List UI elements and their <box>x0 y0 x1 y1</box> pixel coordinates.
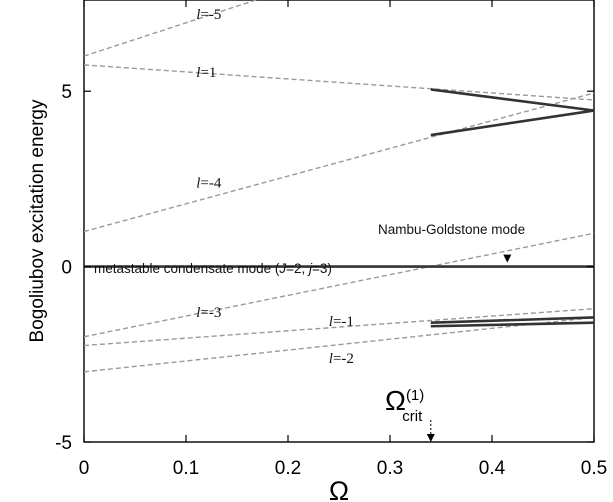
dashed-branch-2 <box>84 92 594 233</box>
branch-label: l=-4 <box>196 175 222 191</box>
y-tick-label: 5 <box>61 82 72 103</box>
dashed-branch-3 <box>84 232 594 338</box>
x-tick-label: 0.3 <box>377 458 403 479</box>
branch-labels: l=-5 l=1 l=-4 l=-3 l=-1 l=-2 <box>196 7 354 367</box>
branch-label: l=-2 <box>329 351 354 367</box>
axis-ticks: 0 0.1 0.2 0.3 0.4 0.5 -5 0 5 <box>55 0 607 479</box>
dashed-branch-0 <box>84 0 259 57</box>
solid-branch-3 <box>430 316 594 325</box>
solid-branch-2 <box>430 109 594 137</box>
x-tick-label: 0.5 <box>581 458 607 479</box>
metastable-mode-label: metastable condensate mode (J=2, j=3) <box>94 261 332 276</box>
solid-branches <box>84 88 594 328</box>
plot-frame <box>83 0 595 443</box>
dashed-branch-5 <box>84 316 594 373</box>
y-tick-label: 0 <box>61 258 72 279</box>
nambu-goldstone-label: Nambu-Goldstone mode <box>378 222 525 237</box>
solid-branch-4 <box>430 321 594 328</box>
dashed-branches <box>84 0 594 373</box>
x-tick-label: 0.1 <box>173 458 199 479</box>
dashed-branch-4 <box>84 308 594 347</box>
dashed-branch-1 <box>84 64 594 101</box>
y-axis-label: Bogoliubov excitation energy <box>27 99 48 342</box>
solid-branch-1 <box>430 88 594 112</box>
branch-label: l=-3 <box>196 305 221 321</box>
nambu-arrow <box>503 254 512 263</box>
x-axis-label: Ω <box>329 476 349 502</box>
omega-crit-label: Ω(1) crit <box>385 385 424 425</box>
branch-label: l=1 <box>196 65 216 81</box>
x-tick-label: 0.2 <box>275 458 301 479</box>
branch-label: l=-5 <box>196 7 221 23</box>
x-tick-label: 0 <box>79 458 90 479</box>
omega-crit-arrow-head <box>426 434 435 442</box>
branch-label: l=-1 <box>329 314 354 330</box>
y-tick-label: -5 <box>55 433 72 454</box>
x-tick-label: 0.4 <box>479 458 506 479</box>
omega-crit-arrow <box>426 420 435 442</box>
